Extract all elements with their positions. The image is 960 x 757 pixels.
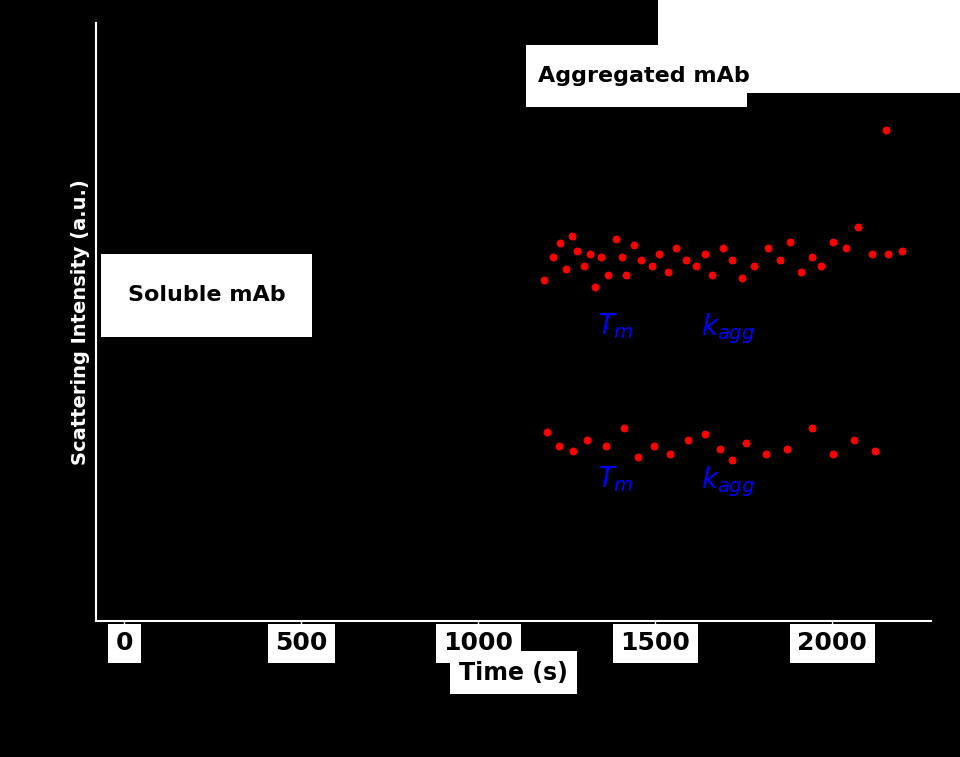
Point <box>631 451 646 463</box>
Point <box>772 254 787 266</box>
Point <box>545 251 561 263</box>
Point <box>616 422 632 434</box>
Y-axis label: Scattering Intensity (a.u.): Scattering Intensity (a.u.) <box>71 179 90 465</box>
Point <box>618 269 634 281</box>
Point <box>564 230 580 242</box>
Point <box>760 242 776 254</box>
Point <box>593 251 609 263</box>
Point <box>782 236 798 248</box>
Point <box>826 448 841 460</box>
Point <box>757 448 773 460</box>
Point <box>814 260 829 273</box>
Point <box>565 445 581 457</box>
Point <box>895 245 910 257</box>
Point <box>559 263 574 275</box>
Point <box>599 440 614 452</box>
Point <box>826 236 841 248</box>
Point <box>613 251 629 263</box>
Text: $k_{agg}$: $k_{agg}$ <box>701 311 755 345</box>
Point <box>626 239 641 251</box>
Point <box>634 254 649 266</box>
Point <box>880 248 896 260</box>
Point <box>652 248 667 260</box>
Point <box>588 281 603 293</box>
Point <box>847 434 862 446</box>
Text: Soluble mAb: Soluble mAb <box>128 285 285 305</box>
Point <box>878 124 894 136</box>
Point <box>582 248 597 260</box>
Point <box>540 426 555 438</box>
Point <box>688 260 704 273</box>
Point <box>680 434 695 446</box>
Text: $T_m$: $T_m$ <box>597 311 634 341</box>
Point <box>668 242 684 254</box>
Point <box>804 251 819 263</box>
Text: $T_m$: $T_m$ <box>597 464 634 494</box>
Point <box>580 434 595 446</box>
Point <box>793 266 808 278</box>
Point <box>569 245 585 257</box>
X-axis label: Time (s): Time (s) <box>459 661 568 685</box>
Point <box>551 440 566 452</box>
Point <box>704 269 719 281</box>
Point <box>734 272 750 284</box>
Point <box>679 254 694 266</box>
Point <box>712 442 728 454</box>
Point <box>662 448 678 460</box>
Point <box>838 242 853 254</box>
Point <box>746 260 761 273</box>
Point <box>608 233 623 245</box>
Text: Aggregated mAb: Aggregated mAb <box>538 67 750 86</box>
Point <box>644 260 660 273</box>
Point <box>725 254 740 266</box>
Point <box>715 242 731 254</box>
Point <box>850 221 865 233</box>
Text: $k_{agg}$: $k_{agg}$ <box>701 464 755 499</box>
Point <box>647 440 662 452</box>
Point <box>780 442 795 454</box>
Point <box>868 445 883 457</box>
Point <box>697 248 712 260</box>
Point <box>739 437 755 449</box>
Point <box>725 454 740 466</box>
Point <box>601 269 616 281</box>
Point <box>864 248 879 260</box>
Point <box>804 422 819 434</box>
Point <box>536 274 551 286</box>
Point <box>698 428 713 440</box>
Point <box>660 266 675 278</box>
Point <box>552 237 567 249</box>
Point <box>576 260 591 273</box>
